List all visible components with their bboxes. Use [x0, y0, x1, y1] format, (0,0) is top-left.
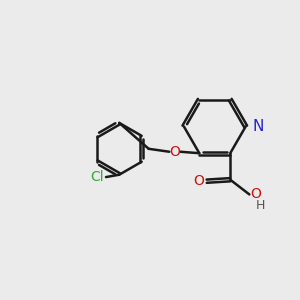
Text: O: O	[193, 174, 204, 188]
Text: N: N	[252, 119, 263, 134]
Text: O: O	[250, 188, 261, 201]
Text: H: H	[256, 199, 265, 212]
Text: O: O	[170, 145, 181, 159]
Text: Cl: Cl	[90, 170, 104, 184]
